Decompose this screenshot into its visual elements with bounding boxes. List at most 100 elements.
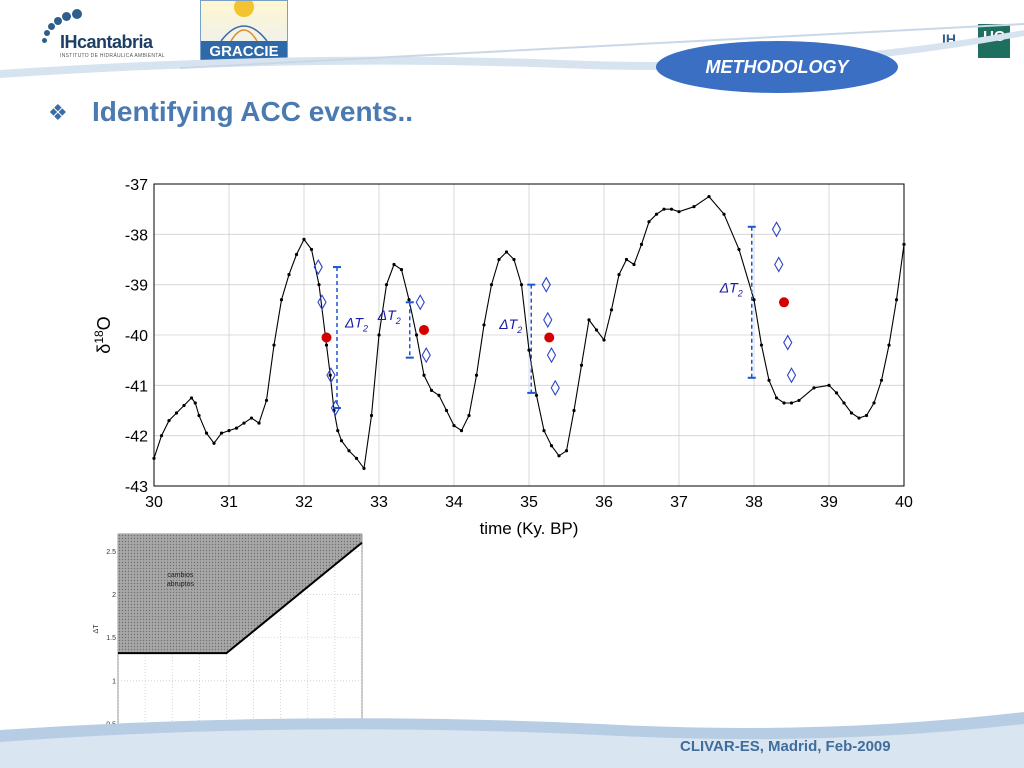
logo-label: GRACCIE (201, 41, 287, 63)
series-point (294, 252, 299, 257)
series-point (647, 220, 651, 224)
series-point (347, 449, 351, 453)
diamond-marker (546, 347, 557, 364)
inset-y-axis-label: ΔT (93, 624, 100, 634)
diamond-marker (326, 367, 336, 384)
red-marker (779, 297, 789, 308)
series-point (782, 401, 786, 405)
series-point (287, 273, 291, 277)
x-tick-label: 40 (895, 494, 913, 511)
diamond-marker (330, 399, 341, 417)
series-point (534, 393, 539, 397)
red-marker (544, 332, 555, 343)
x-tick-label: 30 (145, 494, 163, 511)
series-point (302, 237, 306, 241)
diamond-marker (550, 379, 560, 396)
series-point (189, 396, 194, 400)
inset-chart: 10020030040050060070080090010000.511.522… (88, 528, 378, 744)
footer-text: CLIVAR-ES, Madrid, Feb-2009 (680, 738, 891, 755)
series-point (527, 348, 531, 352)
x-tick-label: 32 (295, 494, 313, 511)
y-tick-label: -38 (125, 227, 148, 244)
series-point (336, 429, 340, 433)
series-point (669, 207, 674, 211)
y-axis-label: δ18O (92, 316, 114, 353)
series-point (639, 242, 644, 246)
series-point (542, 429, 546, 433)
series-point (422, 373, 426, 377)
series-point (257, 421, 261, 425)
x-tick-label: 37 (670, 494, 688, 511)
series-point (467, 413, 471, 418)
series-point (894, 298, 899, 302)
series-point (849, 411, 854, 415)
series-point (167, 418, 171, 423)
abrupt-change-region (118, 534, 362, 654)
series-point (789, 401, 794, 405)
series-point (152, 456, 156, 460)
series-point (377, 333, 381, 337)
diamond-marker (317, 294, 327, 311)
series-point (767, 378, 771, 382)
series-point (452, 424, 456, 428)
series-point (557, 454, 561, 458)
series-point (474, 373, 479, 377)
series-point (812, 386, 816, 390)
x-tick-label: 38 (745, 494, 763, 511)
diamond-marker (415, 294, 425, 311)
x-tick-label: 34 (445, 494, 463, 511)
series-point (384, 283, 389, 287)
series-point (328, 373, 332, 377)
series-point (632, 262, 636, 267)
inset-y-tick-label: 2.5 (106, 549, 116, 556)
series-point (707, 194, 711, 199)
y-tick-label: -40 (125, 328, 148, 345)
red-marker (419, 324, 429, 335)
series-point (864, 413, 869, 418)
series-point (197, 413, 201, 418)
series-point (249, 416, 254, 420)
series-point (339, 439, 344, 443)
series-point (159, 434, 164, 438)
sun-icon (220, 0, 268, 42)
x-tick-label: 36 (595, 494, 613, 511)
series-point (354, 456, 359, 460)
series-point (519, 283, 524, 287)
series-point (617, 273, 621, 277)
series-point (324, 343, 329, 347)
gracie-logo: GRACCIE (200, 0, 288, 64)
diamond-marker (783, 334, 793, 351)
series-point (572, 408, 576, 413)
series-point (272, 343, 276, 347)
series-point (392, 262, 396, 267)
series-point (317, 283, 321, 287)
series-point (594, 328, 599, 332)
y-tick-label: -43 (125, 479, 148, 496)
series-point (437, 393, 441, 397)
region-annotation-line1: cambios (167, 572, 194, 579)
slide-heading: Identifying ACC events.. (92, 96, 414, 127)
series-point (564, 449, 569, 453)
series-point (227, 429, 231, 433)
series-point (872, 401, 876, 405)
series-point (497, 257, 501, 262)
y-tick-label: -39 (125, 278, 148, 295)
x-tick-label: 35 (520, 494, 538, 511)
series-point (212, 441, 216, 445)
x-tick-label: 33 (370, 494, 388, 511)
series-point (879, 378, 884, 382)
series-point (609, 308, 614, 312)
x-axis-label: time (Ky. BP) (480, 519, 579, 538)
delta-range-label: ΔT2 (344, 315, 368, 334)
series-point (459, 429, 464, 433)
series-point (369, 413, 374, 418)
series-point (579, 363, 584, 367)
diamond-marker (313, 258, 323, 276)
series-point (219, 431, 224, 435)
series-point (602, 338, 606, 342)
series-point (662, 207, 666, 211)
series-point (242, 421, 246, 425)
series-point (797, 398, 801, 403)
main-chart: 30 31 32 33 34 35 36 37 38 39 40 -37 -38 -39 -40 -41 -42… (92, 177, 913, 538)
series-point (692, 205, 696, 209)
